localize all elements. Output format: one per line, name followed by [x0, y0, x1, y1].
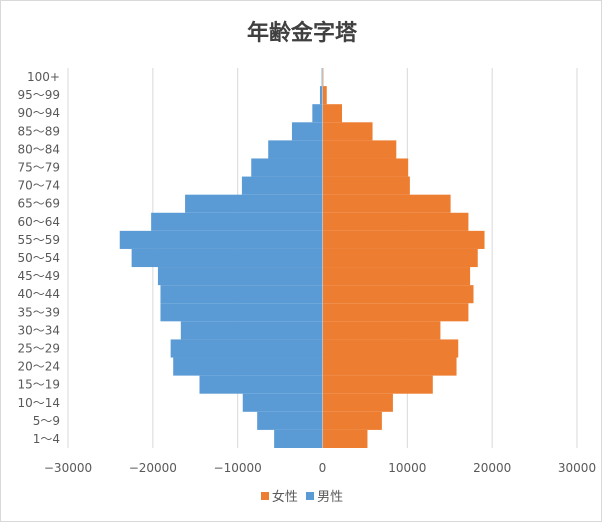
- bar-male-16: [268, 140, 323, 159]
- legend-item-male: 男性: [306, 486, 343, 505]
- y-tick-label: 70～74: [17, 179, 60, 193]
- bar-female-0: [322, 429, 368, 448]
- bar-female-11: [322, 230, 485, 249]
- y-tick-label: 100+: [27, 70, 60, 84]
- bar-male-17: [291, 122, 323, 141]
- bar-female-13: [322, 194, 451, 213]
- x-tick-label: −30000: [44, 461, 92, 475]
- bar-male-0: [274, 429, 323, 448]
- y-tick-label: 15～19: [17, 378, 60, 392]
- chart-title: 年齢金字塔: [246, 20, 357, 46]
- legend-swatch-male: [306, 491, 315, 500]
- y-tick-label: 20～24: [17, 360, 60, 374]
- bar-female-6: [322, 321, 441, 340]
- bar-male-10: [131, 248, 323, 268]
- bar-male-4: [173, 357, 323, 376]
- bar-male-8: [160, 285, 323, 304]
- bar-male-12: [151, 212, 323, 231]
- x-tick-label: 0: [319, 461, 327, 475]
- y-tick-label: 60～64: [17, 215, 60, 229]
- y-tick-label: 45～49: [17, 269, 60, 283]
- bar-female-18: [322, 104, 343, 123]
- bar-female-15: [322, 158, 409, 177]
- bar-female-5: [322, 339, 459, 358]
- y-tick-label: 25～29: [17, 341, 60, 355]
- pyramid-plot: 1～4 5～9 10～14 15～19 20～24 25～29 30～34 35～39 40～4…: [17, 68, 596, 475]
- y-tick-label: 80～84: [17, 142, 60, 156]
- bar-male-5: [170, 339, 323, 358]
- bar-male-2: [242, 393, 323, 412]
- legend-label-male: 男性: [317, 490, 344, 505]
- bar-male-15: [251, 158, 323, 177]
- y-tick-label: 85～89: [17, 124, 60, 138]
- bar-male-14: [241, 176, 323, 195]
- legend-label-female: 女性: [271, 490, 298, 505]
- legend-swatch-female: [260, 491, 269, 500]
- bar-female-7: [322, 303, 469, 322]
- y-tick-label: 50～54: [17, 251, 60, 265]
- y-tick-label: 10～14: [17, 396, 60, 410]
- bar-male-19: [319, 86, 323, 105]
- legend-item-female: 女性: [260, 486, 298, 505]
- bar-male-13: [185, 194, 323, 213]
- bar-male-11: [119, 230, 323, 249]
- bar-female-17: [322, 122, 373, 141]
- bar-female-10: [322, 248, 478, 268]
- x-tick-label: −20000: [129, 461, 177, 475]
- bar-male-9: [157, 267, 323, 286]
- x-tick-label: 30000: [558, 461, 596, 475]
- legend: 女性 男性: [1, 486, 603, 505]
- bar-male-3: [199, 375, 323, 394]
- bar-female-9: [322, 267, 471, 286]
- y-tick-label: 35～39: [17, 305, 60, 319]
- x-tick-label: −10000: [214, 461, 262, 475]
- bar-female-4: [322, 357, 457, 376]
- y-tick-label: 95～99: [17, 88, 60, 102]
- bar-female-12: [322, 212, 469, 231]
- bar-male-7: [160, 303, 323, 322]
- x-tick-label: 10000: [388, 461, 426, 475]
- bar-female-2: [322, 393, 393, 412]
- bar-male-1: [257, 411, 323, 430]
- y-tick-label: 40～44: [17, 287, 60, 301]
- bar-female-3: [322, 375, 433, 394]
- y-tick-label: 55～59: [17, 233, 60, 247]
- y-tick-label: 75～79: [17, 161, 60, 175]
- y-tick-label: 90～94: [17, 106, 60, 120]
- bar-female-8: [322, 285, 474, 304]
- bar-female-14: [322, 176, 410, 195]
- y-tick-label: 5～9: [33, 414, 60, 428]
- y-tick-label: 65～69: [17, 197, 60, 211]
- bar-male-18: [312, 104, 323, 123]
- x-tick-label: 20000: [473, 461, 511, 475]
- y-tick-label: 1～4: [33, 432, 60, 446]
- bar-male-6: [180, 321, 323, 340]
- bar-female-19: [322, 86, 327, 105]
- y-tick-label: 30～34: [17, 323, 60, 337]
- bar-female-16: [322, 140, 397, 159]
- bar-female-1: [322, 411, 382, 430]
